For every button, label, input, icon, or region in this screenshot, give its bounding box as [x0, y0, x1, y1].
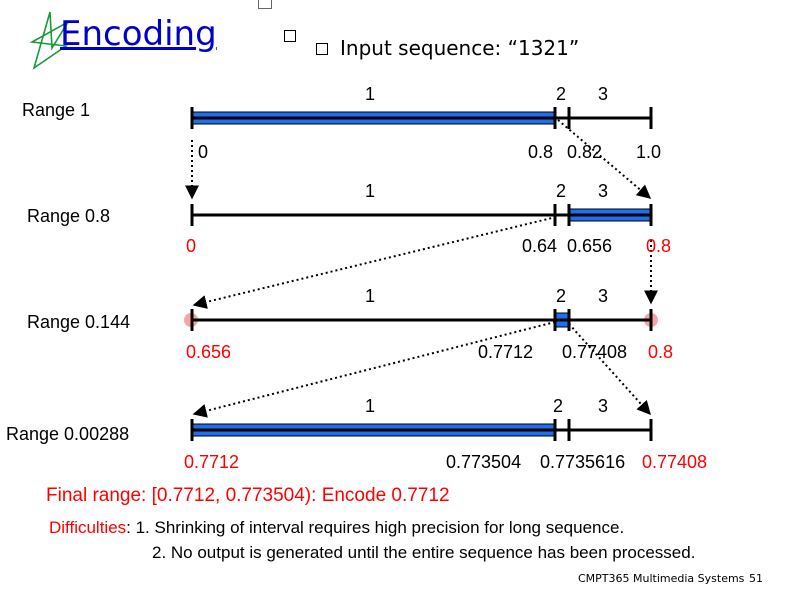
difficulties-keyword: Difficulties [49, 518, 127, 537]
range-label: Range 0.144 [27, 312, 131, 332]
zoom-arrow [557, 119, 652, 199]
segment-label: 1 [365, 396, 376, 416]
tick-value: 0 [186, 236, 197, 256]
segment-label: 3 [598, 84, 609, 104]
page-title: Encoding [60, 14, 217, 54]
placeholder-box-icon [258, 0, 272, 9]
tick-value: 0.82 [567, 142, 603, 162]
range-label: Range 0.8 [27, 206, 111, 226]
segment-label: 1 [365, 286, 376, 306]
tick-value: 0.7735616 [540, 452, 626, 472]
tick-value: 0.8 [528, 142, 554, 162]
range-label: Range 0.00288 [6, 424, 130, 444]
zoom-arrow [192, 216, 557, 309]
segment-label: 3 [598, 396, 609, 416]
bullet-icon [284, 30, 296, 42]
difficulty-item-1: : 1. Shrinking of interval requires high… [126, 518, 625, 537]
difficulty-item-2: 2. No output is generated until the enti… [152, 543, 696, 562]
input-sequence-text: Input sequence: “1321” [340, 36, 580, 60]
tick-value: 0.8 [646, 236, 672, 256]
segment-label: 2 [556, 84, 567, 104]
tick-value: 1.0 [636, 142, 662, 162]
segment-label: 2 [556, 286, 567, 306]
tick-value: 0.656 [186, 342, 232, 362]
final-range-text: Final range: [0.7712, 0.773504): Encode … [46, 485, 450, 506]
tick-value: 0.8 [648, 342, 674, 362]
segment-label: 1 [365, 181, 376, 201]
zoom-arrow [192, 321, 556, 418]
bullet-icon [316, 43, 328, 55]
segment-label: 1 [365, 84, 376, 104]
difficulties-line-1: Difficulties: 1. Shrinking of interval r… [49, 518, 624, 538]
tick-value: 0.64 [522, 236, 558, 256]
star-logo-icon [29, 11, 71, 70]
segment-label: 3 [598, 181, 609, 201]
tick-value: 0.7712 [184, 452, 240, 472]
tick-value: 0 [198, 142, 209, 162]
footer-course: CMPT365 Multimedia Systems [578, 572, 745, 585]
range-label: Range 1 [22, 100, 91, 120]
segment-label: 2 [553, 396, 564, 416]
page-number: 51 [749, 572, 763, 585]
segment-label: 3 [598, 286, 609, 306]
tick-value: 0.77408 [642, 452, 708, 472]
tick-value: 0.7712 [478, 342, 534, 362]
tick-value: 0.77408 [562, 342, 628, 362]
tick-value: 0.773504 [446, 452, 522, 472]
zoom-arrow [568, 323, 651, 416]
tick-value: 0.656 [567, 236, 613, 256]
segment-label: 2 [556, 181, 567, 201]
